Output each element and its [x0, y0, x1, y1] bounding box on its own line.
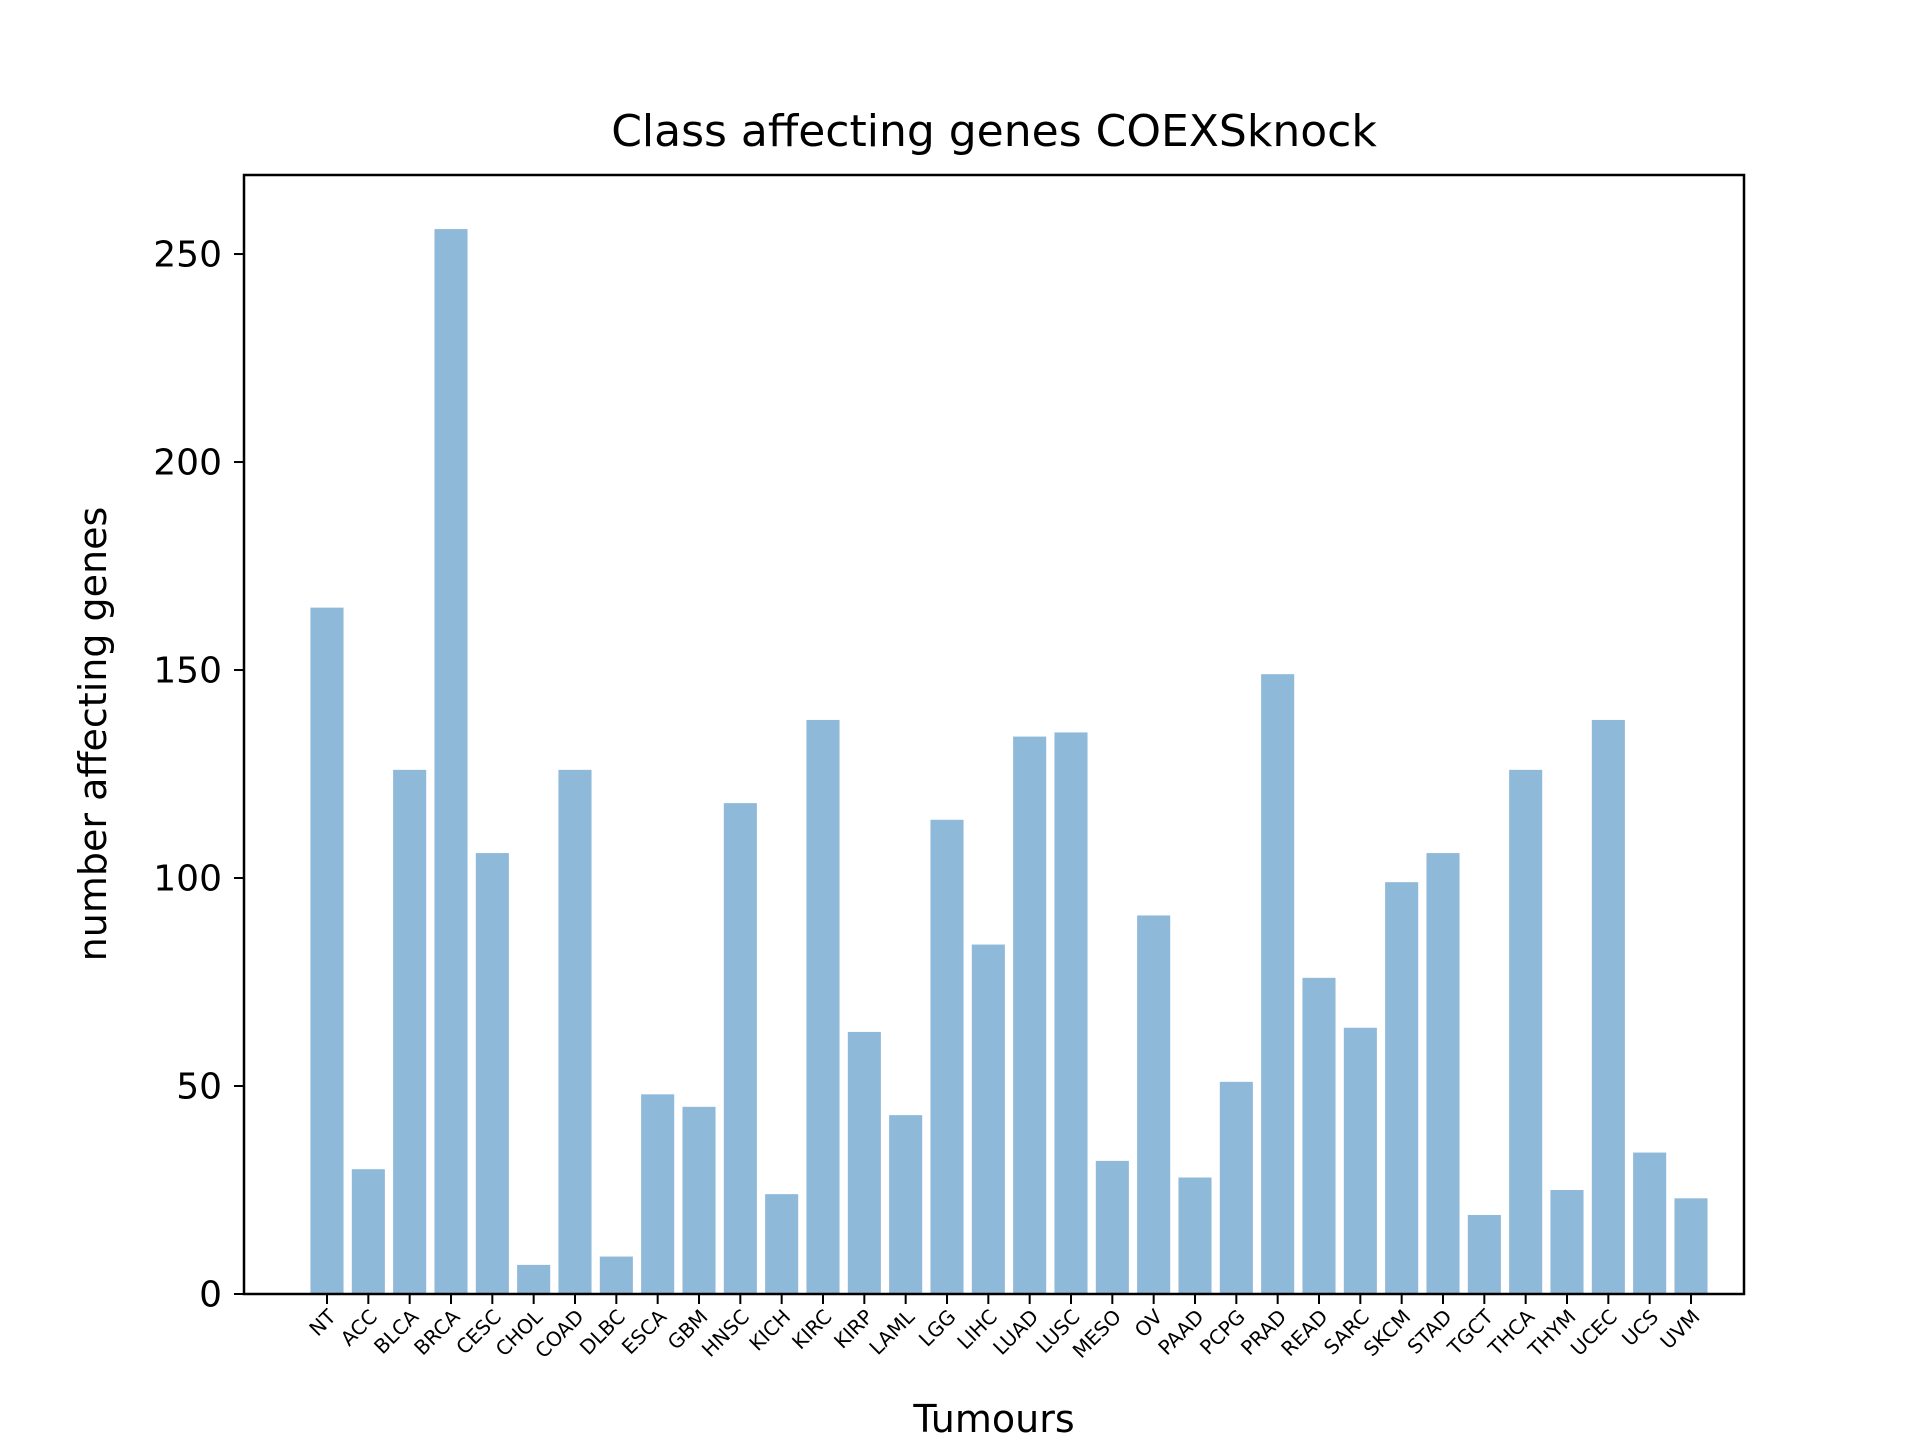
bar-kirc	[806, 719, 840, 1294]
bar-gbm	[682, 1106, 716, 1294]
bar-ucs	[1633, 1152, 1667, 1294]
y-tick-label: 50	[176, 1067, 222, 1108]
bar-lusc	[1054, 732, 1088, 1294]
bar-laml	[889, 1115, 923, 1294]
y-tick-label: 200	[153, 443, 222, 484]
bar-meso	[1095, 1160, 1129, 1294]
bar-ov	[1137, 915, 1171, 1294]
bar-prad	[1261, 674, 1295, 1294]
bar-lihc	[971, 944, 1005, 1294]
bar-kirp	[847, 1031, 881, 1294]
bar-lgg	[930, 819, 964, 1294]
bar-kich	[765, 1194, 799, 1294]
bar-esca	[641, 1094, 675, 1294]
bar-coad	[558, 769, 592, 1294]
bar-brca	[434, 229, 468, 1295]
y-tick-label: 150	[153, 651, 222, 692]
bar-cesc	[475, 853, 509, 1294]
bar-read	[1302, 977, 1336, 1294]
chart-title: Class affecting genes COEXSknock	[611, 106, 1377, 157]
bar-luad	[1013, 736, 1047, 1294]
bar-thym	[1550, 1190, 1584, 1294]
x-axis-label: Tumours	[912, 1397, 1074, 1440]
bar-nt	[310, 607, 344, 1294]
bar-blca	[393, 769, 427, 1294]
y-tick-label: 0	[199, 1275, 222, 1316]
bar-chol	[517, 1264, 551, 1294]
bar-ucec	[1591, 719, 1625, 1294]
y-tick-label: 250	[153, 235, 222, 276]
bar-paad	[1178, 1177, 1212, 1294]
bar-skcm	[1385, 882, 1419, 1294]
bar-tgct	[1467, 1214, 1501, 1294]
bar-uvm	[1674, 1198, 1708, 1294]
bar-hnsc	[723, 803, 757, 1294]
y-axis-ticks: 0 50 100 150 200 250	[153, 235, 244, 1316]
y-tick-label: 100	[153, 859, 222, 900]
y-axis-label: number affecting genes	[71, 507, 115, 962]
bar-acc	[351, 1169, 385, 1294]
bar-sarc	[1343, 1027, 1377, 1294]
bar-stad	[1426, 853, 1460, 1294]
bar-pcpg	[1219, 1081, 1253, 1294]
bars-group	[310, 229, 1708, 1295]
plot-frame	[242, 173, 1746, 1296]
bar-dlbc	[599, 1256, 633, 1294]
bar-thca	[1509, 769, 1543, 1294]
